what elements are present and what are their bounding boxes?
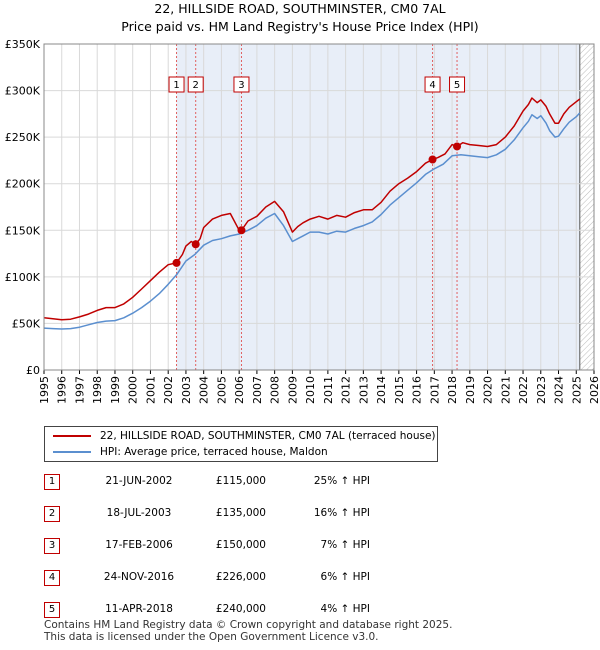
y-tick-label: £0 [26,364,40,377]
sale-point [428,155,437,164]
sale-point [237,226,246,235]
x-tick-label: 2016 [411,376,424,404]
x-tick-label: 2000 [127,376,140,404]
sale-hpi-diff: 25% ↑ HPI [313,475,370,487]
x-tick-label: 2001 [144,376,157,404]
footer-copyright: Contains HM Land Registry data © Crown c… [44,619,453,631]
x-tick-label: 2026 [588,376,600,404]
sale-marker-label: 5 [454,80,460,91]
sale-number-badge: 3 [44,538,60,554]
x-tick-label: 2023 [535,376,548,404]
table-row: 1 21-JUN-2002 £115,000 25% ↑ HPI [44,474,464,492]
x-tick-label: 2006 [233,376,246,404]
sale-point [172,258,181,267]
y-tick-label: £250K [5,131,41,144]
x-tick-label: 2010 [304,376,317,404]
legend-swatch-hpi [53,451,91,453]
sale-hpi-diff: 16% ↑ HPI [313,507,370,519]
legend-label-hpi: HPI: Average price, terraced house, Mald… [100,446,328,458]
price-chart: 1 2 3 4 5 £0 £50K £100K £150K £200K £250K £300K £35… [5,38,600,404]
legend-item-property: 22, HILLSIDE ROAD, SOUTHMINSTER, CM0 7AL… [53,428,436,444]
footer-attribution: Contains HM Land Registry data © Crown c… [44,619,452,643]
sale-point [453,142,462,151]
x-tick-label: 2002 [162,376,175,404]
sale-marker-label: 1 [173,80,179,91]
x-tick-label: 2019 [464,376,477,404]
x-tick-label: 2007 [251,376,264,404]
y-tick-label: £350K [5,38,41,51]
sale-marker-label: 2 [193,80,199,91]
table-row: 3 17-FEB-2006 £150,000 7% ↑ HPI [44,538,464,556]
x-tick-label: 2022 [517,376,530,404]
hpi-line [43,112,581,330]
sale-hpi-diff: 7% ↑ HPI [320,539,370,551]
x-tick-label: 2020 [482,376,495,404]
x-tick-label: 1999 [109,376,122,404]
sale-number-badge: 5 [44,602,60,618]
x-tick-label: 2015 [393,376,406,404]
sale-date: 21-JUN-2002 [105,475,173,487]
x-tick-label: 2004 [198,376,211,404]
x-tick-label: 1998 [91,376,104,404]
chart-subtitle: Price paid vs. HM Land Registry's House … [121,19,479,34]
y-tick-label: £200K [5,178,41,191]
forecast-hatch-region [579,44,594,370]
x-tick-label: 1995 [38,376,51,404]
sale-price: £150,000 [215,539,266,551]
x-tick-label: 2021 [499,376,512,404]
sale-marker-label: 4 [429,80,435,91]
x-tick-label: 2014 [375,376,388,404]
x-tick-label: 2009 [286,376,299,404]
x-tick-label: 2003 [180,376,193,404]
sale-date: 17-FEB-2006 [105,539,173,551]
sale-marker-box [168,76,185,93]
legend-item-hpi: HPI: Average price, terraced house, Mald… [53,444,328,460]
table-row: 5 11-APR-2018 £240,000 4% ↑ HPI [44,602,464,620]
table-row: 4 24-NOV-2016 £226,000 6% ↑ HPI [44,570,464,588]
sale-date: 24-NOV-2016 [103,571,175,583]
x-tick-label: 2012 [340,376,353,404]
x-tick-label: 2017 [428,376,441,404]
sale-hpi-diff: 6% ↑ HPI [320,571,370,583]
sale-marker-label: 3 [238,80,244,91]
legend-label-property: 22, HILLSIDE ROAD, SOUTHMINSTER, CM0 7AL… [100,430,436,442]
sale-hpi-diff: 4% ↑ HPI [320,603,370,615]
x-tick-label: 2018 [446,376,459,404]
x-tick-label: 2011 [322,376,335,404]
sale-marker-box [449,76,466,93]
y-tick-label: £50K [12,317,41,330]
sale-number-badge: 2 [44,506,60,522]
sale-price: £115,000 [215,475,266,487]
y-tick-label: £150K [5,224,41,237]
footer-licence: This data is licensed under the Open Gov… [44,631,379,643]
sale-price: £240,000 [215,603,266,615]
sale-price: £226,000 [215,571,266,583]
chart-legend: 22, HILLSIDE ROAD, SOUTHMINSTER, CM0 7AL… [44,426,438,462]
x-tick-label: 2008 [269,376,282,404]
sale-marker-box [424,76,441,93]
highlight-region [176,44,580,370]
y-tick-label: £300K [5,85,41,98]
table-row: 2 18-JUL-2003 £135,000 16% ↑ HPI [44,506,464,524]
plot-frame [43,43,595,371]
sale-date: 18-JUL-2003 [106,507,172,519]
chart-title: 22, HILLSIDE ROAD, SOUTHMINSTER, CM0 7AL [154,1,446,16]
sale-point [191,240,200,249]
x-tick-label: 2024 [553,376,566,404]
legend-swatch-property [53,435,91,437]
sale-number-badge: 1 [44,474,60,490]
x-tick-label: 2013 [357,376,370,404]
sale-number-badge: 4 [44,570,60,586]
sale-marker-box [187,76,204,93]
property-price-line [43,97,581,321]
sale-marker-box [233,76,250,93]
y-tick-label: £100K [5,271,41,284]
x-tick-label: 1996 [56,376,69,404]
x-tick-label: 1997 [73,376,86,404]
sale-price: £135,000 [215,507,266,519]
x-tick-label: 2025 [570,376,583,404]
x-tick-label: 2005 [215,376,228,404]
sale-date: 11-APR-2018 [105,603,173,615]
